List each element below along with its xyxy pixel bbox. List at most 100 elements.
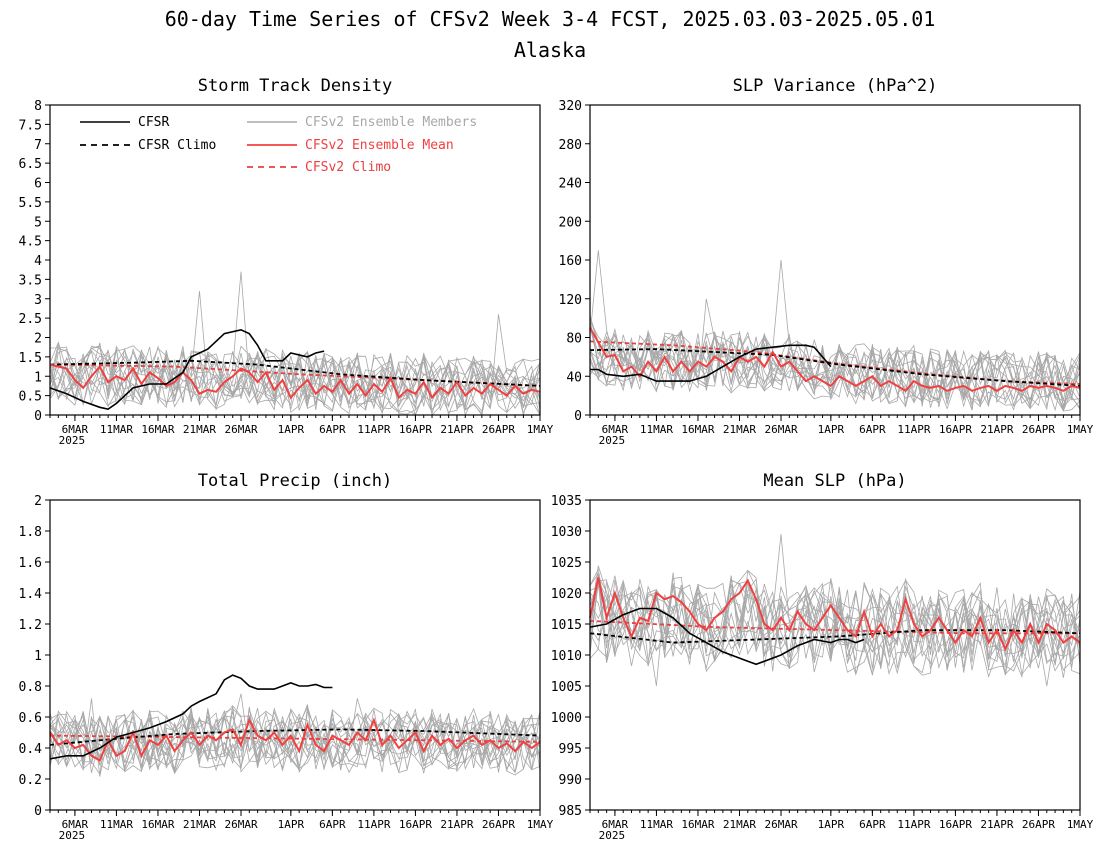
x-tick-label: 21MAR xyxy=(723,818,756,831)
cfsr-line xyxy=(49,328,325,411)
x-tick-label: 6APR xyxy=(319,818,346,831)
ensemble-member-line xyxy=(589,569,1081,676)
cfsr-climo-line xyxy=(49,359,541,387)
y-tick-label: 8 xyxy=(34,99,42,114)
x-tick-label: 1MAY xyxy=(1067,818,1094,831)
x-tick-label: 26MAR xyxy=(224,818,257,831)
y-tick-label: 4 xyxy=(34,254,42,269)
y-tick-label: 1005 xyxy=(551,680,582,695)
ensemble-member-line xyxy=(49,709,541,774)
y-tick-label: 1.8 xyxy=(19,525,42,540)
ensemble-member-line xyxy=(589,582,1081,675)
cfsr-line xyxy=(49,674,333,760)
legend-members-label: CFSv2 Ensemble Members xyxy=(305,115,477,130)
y-tick-label: 1.6 xyxy=(19,556,42,571)
y-tick-label: 5 xyxy=(34,215,42,230)
x-tick-label: 21MAR xyxy=(183,818,216,831)
y-tick-label: 0 xyxy=(34,804,42,819)
figure-subtitle: Alaska xyxy=(514,38,586,62)
cfsr-line xyxy=(589,607,865,666)
legend-cfsr-climo-label: CFSR Climo xyxy=(138,138,216,153)
ensemble-member-line xyxy=(589,315,1081,408)
y-tick-label: 1015 xyxy=(551,618,582,633)
x-tick-label: 16APR xyxy=(939,423,972,436)
ensemble-member-line xyxy=(49,707,540,774)
y-tick-label: 995 xyxy=(559,742,582,757)
y-tick-label: 6.5 xyxy=(19,157,42,172)
y-tick-label: 1030 xyxy=(551,525,582,540)
x-tick-label: 16MAR xyxy=(141,818,174,831)
y-tick-label: 0.5 xyxy=(19,390,42,405)
ensemble-member-line xyxy=(49,706,541,774)
ensemble-member-line xyxy=(49,345,541,417)
ensemble-mean-line xyxy=(589,327,1081,393)
ensemble-member-line xyxy=(589,575,1081,672)
cfsr-climo-line xyxy=(589,629,1081,644)
x-tick-label: 1MAY xyxy=(1067,423,1094,436)
legend: CFSR CFSR Climo CFSv2 Ensemble Members C… xyxy=(80,115,477,175)
x-tick-label: 1APR xyxy=(818,818,845,831)
y-tick-label: 3.5 xyxy=(19,273,42,288)
y-tick-label: 120 xyxy=(559,293,582,308)
ensemble-member-line xyxy=(49,348,541,410)
y-tick-label: 5.5 xyxy=(19,196,42,211)
ensemble-mean-line xyxy=(49,363,541,400)
ensemble-member-line xyxy=(49,345,541,416)
x-tick-label: 26APR xyxy=(482,423,515,436)
y-tick-label: 1 xyxy=(34,370,42,385)
y-tick-label: 7.5 xyxy=(19,118,42,133)
x-tick-label: 6APR xyxy=(859,423,886,436)
panel-title: SLP Variance (hPa^2) xyxy=(733,76,938,96)
x-tick-label: 21APR xyxy=(440,423,473,436)
ensemble-member-line xyxy=(589,333,1081,411)
ensemble-member-line xyxy=(589,574,1081,673)
y-tick-label: 1010 xyxy=(551,649,582,664)
panel-title: Storm Track Density xyxy=(198,76,392,96)
panel-4: Mean SLP (hPa) 985 990 995 1000 1005 1010 1015 1… xyxy=(551,471,1094,842)
x-tick-year-label: 2025 xyxy=(599,434,626,447)
y-tick-label: 0.4 xyxy=(19,742,43,757)
ensemble-member-line xyxy=(589,572,1081,675)
ensemble-member-line xyxy=(49,355,541,416)
ensemble-mean-line xyxy=(589,577,1081,652)
y-tick-label: 0 xyxy=(574,409,582,424)
x-tick-label: 26APR xyxy=(1022,818,1055,831)
panel-3: Total Precip (inch) 0 0.2 0.4 0.6 0.8 1 1.2 1.4 1… xyxy=(19,471,554,842)
legend-ens-mean-label: CFSv2 Ensemble Mean xyxy=(305,138,454,153)
y-tick-label: 40 xyxy=(566,370,582,385)
y-tick-label: 7 xyxy=(34,138,42,153)
x-tick-label: 11APR xyxy=(897,423,930,436)
x-tick-label: 26MAR xyxy=(764,423,797,436)
y-tick-label: 0.8 xyxy=(19,680,42,695)
x-tick-label: 1APR xyxy=(278,423,305,436)
x-tick-label: 6MAR xyxy=(62,818,89,831)
ensemble-member-line xyxy=(49,346,541,416)
x-tick-label: 26MAR xyxy=(224,423,257,436)
y-tick-label: 0 xyxy=(34,409,42,424)
ensemble-mean-line xyxy=(49,717,541,762)
ensemble-member-line xyxy=(589,332,1081,409)
y-tick-label: 985 xyxy=(559,804,582,819)
y-tick-label: 3 xyxy=(34,293,42,308)
x-tick-label: 11MAR xyxy=(640,423,673,436)
x-tick-label: 16APR xyxy=(399,423,432,436)
x-tick-label: 21MAR xyxy=(723,423,756,436)
ensemble-member-line xyxy=(49,705,541,772)
x-tick-label: 1MAY xyxy=(527,818,554,831)
x-tick-label: 16APR xyxy=(399,818,432,831)
y-tick-label: 1000 xyxy=(551,711,582,726)
x-tick-label: 21APR xyxy=(980,423,1013,436)
legend-cfsv2-climo-label: CFSv2 Climo xyxy=(305,160,391,175)
x-tick-label: 6APR xyxy=(319,423,346,436)
y-tick-label: 1.4 xyxy=(19,587,43,602)
cfsr-line xyxy=(590,344,832,382)
y-tick-label: 0.2 xyxy=(19,773,42,788)
y-tick-label: 1025 xyxy=(551,556,582,571)
y-tick-label: 80 xyxy=(566,332,582,347)
ensemble-member-line xyxy=(589,318,1081,412)
x-tick-label: 26APR xyxy=(1022,423,1055,436)
x-tick-label: 1APR xyxy=(818,423,845,436)
x-tick-label: 11APR xyxy=(357,423,390,436)
x-tick-label: 6MAR xyxy=(602,423,629,436)
